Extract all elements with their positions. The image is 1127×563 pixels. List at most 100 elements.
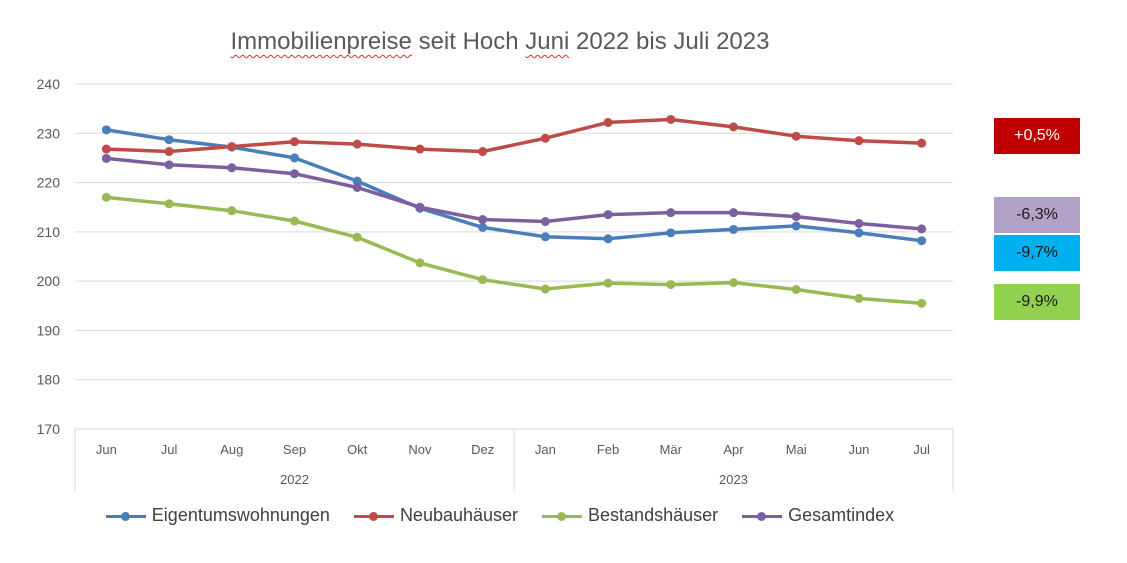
legend-marker-eigentumswohnungen (105, 509, 146, 523)
data-point-gesamtindex (352, 183, 362, 192)
title-part-seit-hoch: seit Hoch (411, 28, 526, 55)
series-line-eigentumswohnungen (104, 128, 924, 243)
x-tick-label: Mai (786, 442, 807, 457)
x-tick-label: Aug (220, 442, 243, 457)
x-tick-label: Feb (597, 442, 619, 457)
data-point-bestandshaeuser (290, 216, 299, 226)
data-point-bestandshaeuser (101, 192, 111, 202)
badge-gesamtindex: -6,3% (994, 197, 1080, 233)
data-point-bestandshaeuser (791, 285, 801, 295)
x-tick-label: Jan (535, 442, 556, 457)
data-point-bestandshaeuser (352, 232, 362, 242)
y-tick-label: 240 (37, 76, 61, 92)
data-point-neubauhaeuser (164, 147, 174, 157)
legend-item-neubauhaeuser: Neubauhäuser (353, 505, 519, 526)
data-point-eigentumswohnungen (917, 236, 927, 246)
x-tick-label: Okt (347, 442, 368, 457)
x-tick-label: Apr (723, 442, 744, 457)
data-point-gesamtindex (666, 208, 676, 218)
legend-label: Eigentumswohnungen (151, 505, 330, 525)
legend-marker-neubauhaeuser (353, 509, 394, 523)
data-point-gesamtindex (729, 208, 738, 218)
legend-marker-gesamtindex (742, 509, 783, 523)
data-point-neubauhaeuser (540, 133, 550, 143)
data-point-gesamtindex (854, 218, 864, 228)
data-point-gesamtindex (227, 163, 237, 173)
x-tick-label: Jun (848, 442, 869, 457)
data-point-neubauhaeuser (854, 136, 864, 146)
data-point-eigentumswohnungen (729, 224, 738, 234)
title-word-immobilienpreise: Immobilienpreise (230, 28, 412, 55)
x-tick-label: Jul (913, 442, 930, 457)
data-point-bestandshaeuser (917, 298, 927, 308)
data-point-gesamtindex (791, 212, 801, 222)
data-point-eigentumswohnungen (290, 153, 299, 163)
chart-legend: Eigentumswohnungen Neubauhäuser Bestands… (0, 505, 1000, 526)
x-group-label-2022: 2022 (280, 472, 309, 487)
x-tick-label: Mär (660, 442, 683, 457)
data-point-gesamtindex (603, 210, 613, 220)
data-point-eigentumswohnungen (540, 232, 550, 242)
data-point-gesamtindex (478, 215, 488, 225)
legend-item-bestandshaeuser: Bestandshäuser (542, 505, 718, 526)
data-point-eigentumswohnungen (164, 135, 174, 145)
x-tick-label: Jul (161, 442, 178, 457)
data-point-gesamtindex (415, 202, 425, 212)
y-tick-label: 220 (37, 175, 61, 191)
y-tick-label: 180 (37, 372, 61, 388)
x-tick-label: Jun (96, 442, 117, 457)
legend-item-gesamtindex: Gesamtindex (742, 505, 894, 526)
y-tick-label: 210 (37, 224, 61, 240)
series-line-gesamtindex (104, 156, 924, 231)
data-point-bestandshaeuser (666, 280, 676, 290)
data-point-gesamtindex (290, 169, 299, 179)
data-point-bestandshaeuser (729, 278, 738, 288)
legend-marker-bestandshaeuser (542, 509, 583, 523)
title-word-juni: Juni (525, 28, 570, 55)
x-tick-label: Sep (283, 442, 306, 457)
data-point-neubauhaeuser (917, 138, 927, 148)
badge-bestandshaeuser: -9,9% (994, 284, 1080, 320)
x-group-label-2023: 2023 (719, 472, 748, 487)
series-line-bestandshaeuser (104, 195, 924, 306)
data-point-eigentumswohnungen (101, 125, 111, 135)
data-point-bestandshaeuser (478, 275, 488, 285)
legend-label: Gesamtindex (788, 505, 895, 525)
legend-label: Bestandshäuser (588, 505, 719, 525)
data-point-bestandshaeuser (227, 206, 237, 216)
badge-neubauhaeuser: +0,5% (994, 118, 1080, 154)
y-tick-label: 170 (37, 421, 61, 437)
title-part-year-range: 2022 bis Juli 2023 (569, 28, 770, 55)
data-point-gesamtindex (164, 160, 174, 170)
data-point-eigentumswohnungen (791, 221, 801, 231)
data-point-gesamtindex (917, 224, 927, 234)
data-point-neubauhaeuser (415, 144, 425, 154)
data-point-neubauhaeuser (729, 122, 738, 132)
data-point-bestandshaeuser (164, 199, 174, 209)
data-point-bestandshaeuser (854, 293, 864, 303)
data-point-neubauhaeuser (478, 147, 488, 157)
data-point-gesamtindex (101, 153, 111, 163)
y-tick-label: 200 (37, 273, 61, 289)
legend-item-eigentumswohnungen: Eigentumswohnungen (105, 505, 330, 526)
x-tick-label: Nov (408, 442, 432, 457)
chart-title: Immobilienpreise seit Hoch Juni 2022 bis… (0, 28, 1000, 56)
y-tick-label: 190 (37, 322, 61, 338)
data-point-eigentumswohnungen (666, 228, 676, 238)
data-point-eigentumswohnungen (854, 228, 864, 238)
data-point-neubauhaeuser (290, 137, 299, 147)
data-point-bestandshaeuser (603, 278, 613, 288)
data-point-eigentumswohnungen (603, 234, 613, 244)
y-tick-label: 230 (37, 125, 61, 141)
data-point-neubauhaeuser (603, 117, 613, 127)
legend-label: Neubauhäuser (399, 505, 519, 525)
data-point-neubauhaeuser (666, 114, 676, 124)
data-point-neubauhaeuser (791, 131, 801, 141)
data-point-bestandshaeuser (415, 258, 425, 268)
data-point-neubauhaeuser (101, 144, 111, 154)
series-line-neubauhaeuser (104, 117, 924, 154)
x-tick-label: Dez (471, 442, 494, 457)
badge-eigentumswohnungen: -9,7% (994, 235, 1080, 271)
data-point-neubauhaeuser (227, 142, 237, 152)
